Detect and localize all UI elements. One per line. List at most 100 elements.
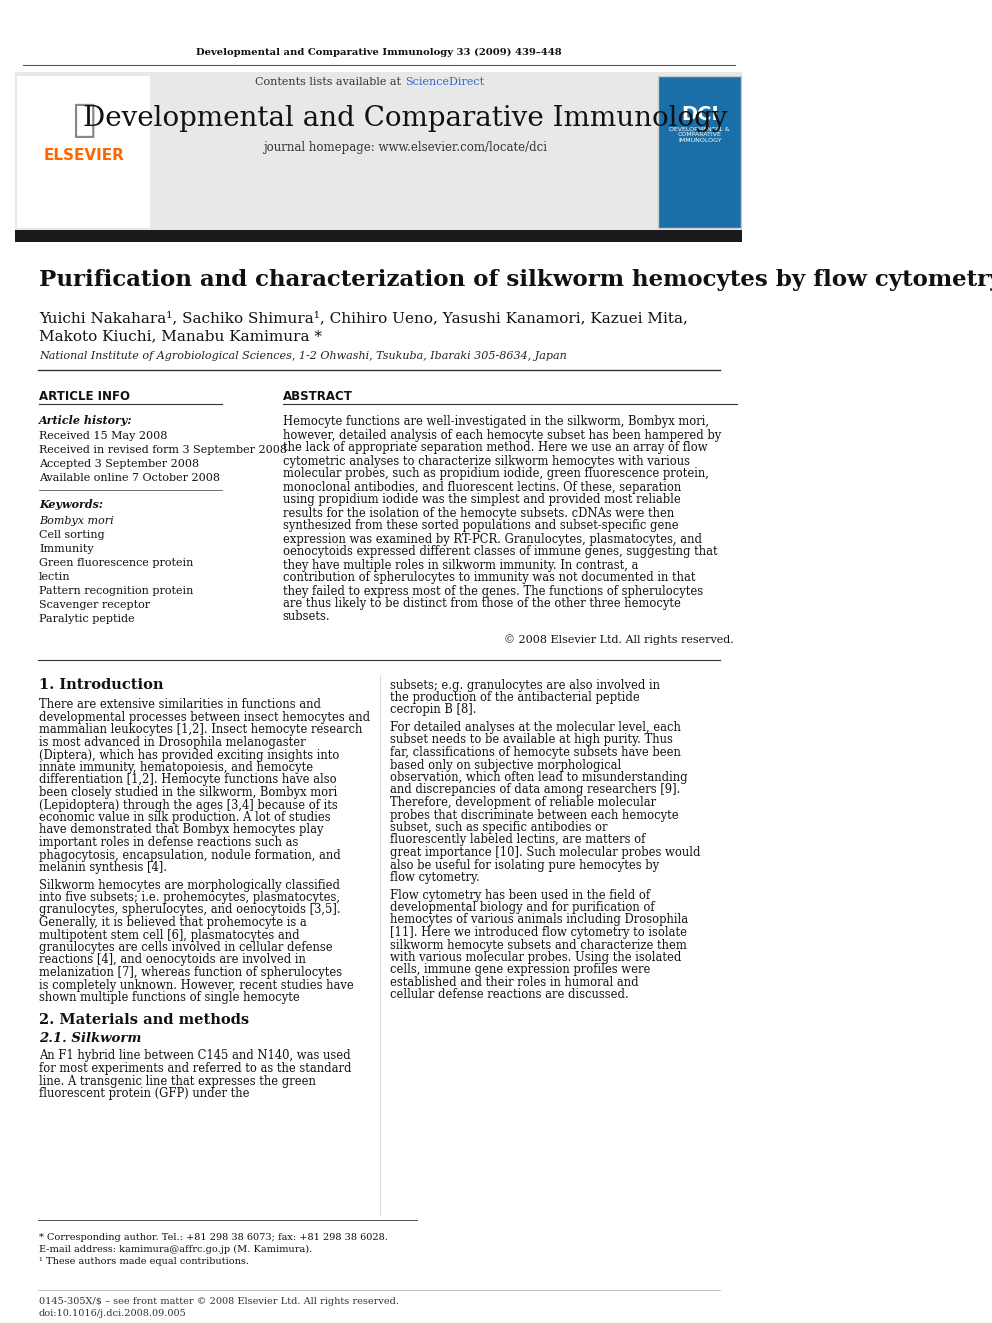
Text: synthesized from these sorted populations and subset-specific gene: synthesized from these sorted population… [283, 520, 679, 532]
Text: Contents lists available at: Contents lists available at [255, 77, 405, 87]
Text: using propidium iodide was the simplest and provided most reliable: using propidium iodide was the simplest … [283, 493, 681, 507]
Text: monoclonal antibodies, and fluorescent lectins. Of these, separation: monoclonal antibodies, and fluorescent l… [283, 480, 681, 493]
Text: flow cytometry.: flow cytometry. [390, 871, 479, 884]
Text: Flow cytometry has been used in the field of: Flow cytometry has been used in the fiel… [390, 889, 650, 901]
Text: been closely studied in the silkworm, Bombyx mori: been closely studied in the silkworm, Bo… [39, 786, 337, 799]
Text: line. A transgenic line that expresses the green: line. A transgenic line that expresses t… [39, 1074, 315, 1088]
Text: Immunity: Immunity [39, 544, 93, 554]
Text: There are extensive similarities in functions and: There are extensive similarities in func… [39, 699, 321, 712]
Text: 0145-305X/$ – see front matter © 2008 Elsevier Ltd. All rights reserved.: 0145-305X/$ – see front matter © 2008 El… [39, 1297, 399, 1306]
Text: great importance [10]. Such molecular probes would: great importance [10]. Such molecular pr… [390, 845, 700, 859]
Text: Article history:: Article history: [39, 414, 133, 426]
Text: ARTICLE INFO: ARTICLE INFO [39, 389, 130, 402]
FancyBboxPatch shape [15, 71, 742, 230]
Text: Therefore, development of reliable molecular: Therefore, development of reliable molec… [390, 796, 656, 808]
Bar [17, 75, 151, 228]
Text: Keywords:: Keywords: [39, 500, 103, 511]
Text: 2.1. Silkworm: 2.1. Silkworm [39, 1032, 141, 1044]
Text: they failed to express most of the genes. The functions of spherulocytes: they failed to express most of the genes… [283, 585, 702, 598]
Text: Cell sorting: Cell sorting [39, 531, 104, 540]
Text: DEVELOPMENTAL &
COMPARATIVE
IMMUNOLOGY: DEVELOPMENTAL & COMPARATIVE IMMUNOLOGY [670, 127, 730, 143]
Text: the production of the antibacterial peptide: the production of the antibacterial pept… [390, 691, 639, 704]
Text: melanin synthesis [4].: melanin synthesis [4]. [39, 861, 167, 875]
Text: far, classifications of hemocyte subsets have been: far, classifications of hemocyte subsets… [390, 746, 681, 759]
Text: DCI: DCI [681, 106, 718, 124]
Text: subsets.: subsets. [283, 610, 330, 623]
Text: differentiation [1,2]. Hemocyte functions have also: differentiation [1,2]. Hemocyte function… [39, 774, 336, 786]
Text: developmental processes between insect hemocytes and: developmental processes between insect h… [39, 710, 370, 724]
Text: Available online 7 October 2008: Available online 7 October 2008 [39, 474, 220, 483]
Text: have demonstrated that Bombyx hemocytes play: have demonstrated that Bombyx hemocytes … [39, 823, 323, 836]
Text: granulocytes are cells involved in cellular defense: granulocytes are cells involved in cellu… [39, 941, 332, 954]
Text: developmental biology and for purification of: developmental biology and for purificati… [390, 901, 654, 914]
Text: into five subsets; i.e. prohemocytes, plasmatocytes,: into five subsets; i.e. prohemocytes, pl… [39, 890, 340, 904]
Text: 1. Introduction: 1. Introduction [39, 677, 164, 692]
Text: the lack of appropriate separation method. Here we use an array of flow: the lack of appropriate separation metho… [283, 442, 707, 455]
Text: Developmental and Comparative Immunology 33 (2009) 439–448: Developmental and Comparative Immunology… [196, 48, 561, 57]
Text: established and their roles in humoral and: established and their roles in humoral a… [390, 976, 638, 990]
Text: is most advanced in Drosophila melanogaster: is most advanced in Drosophila melanogas… [39, 736, 306, 749]
Text: is completely unknown. However, recent studies have: is completely unknown. However, recent s… [39, 979, 354, 991]
Text: reactions [4], and oenocytoids are involved in: reactions [4], and oenocytoids are invol… [39, 954, 306, 967]
Text: phagocytosis, encapsulation, nodule formation, and: phagocytosis, encapsulation, nodule form… [39, 848, 340, 861]
Text: (Diptera), which has provided exciting insights into: (Diptera), which has provided exciting i… [39, 749, 339, 762]
Text: Received in revised form 3 September 2008: Received in revised form 3 September 200… [39, 445, 287, 455]
Text: Accepted 3 September 2008: Accepted 3 September 2008 [39, 459, 199, 468]
Text: For detailed analyses at the molecular level, each: For detailed analyses at the molecular l… [390, 721, 681, 734]
Text: cecropin B [8].: cecropin B [8]. [390, 704, 476, 717]
Text: mammalian leukocytes [1,2]. Insect hemocyte research: mammalian leukocytes [1,2]. Insect hemoc… [39, 724, 362, 737]
Text: probes that discriminate between each hemocyte: probes that discriminate between each he… [390, 808, 679, 822]
Text: * Corresponding author. Tel.: +81 298 38 6073; fax: +81 298 38 6028.: * Corresponding author. Tel.: +81 298 38… [39, 1233, 388, 1241]
Text: for most experiments and referred to as the standard: for most experiments and referred to as … [39, 1062, 351, 1076]
Text: with various molecular probes. Using the isolated: with various molecular probes. Using the… [390, 951, 681, 964]
Text: results for the isolation of the hemocyte subsets. cDNAs were then: results for the isolation of the hemocyt… [283, 507, 674, 520]
Text: observation, which often lead to misunderstanding: observation, which often lead to misunde… [390, 771, 687, 785]
Text: 2. Materials and methods: 2. Materials and methods [39, 1013, 249, 1027]
Text: expression was examined by RT-PCR. Granulocytes, plasmatocytes, and: expression was examined by RT-PCR. Granu… [283, 532, 701, 545]
Text: also be useful for isolating pure hemocytes by: also be useful for isolating pure hemocy… [390, 859, 659, 872]
Text: subsets; e.g. granulocytes are also involved in: subsets; e.g. granulocytes are also invo… [390, 679, 660, 692]
Text: An F1 hybrid line between C145 and N140, was used: An F1 hybrid line between C145 and N140,… [39, 1049, 350, 1062]
Text: Yuichi Nakahara¹, Sachiko Shimura¹, Chihiro Ueno, Yasushi Kanamori, Kazuei Mita,: Yuichi Nakahara¹, Sachiko Shimura¹, Chih… [39, 311, 687, 325]
Text: doi:10.1016/j.dci.2008.09.005: doi:10.1016/j.dci.2008.09.005 [39, 1308, 186, 1318]
Text: ScienceDirect: ScienceDirect [405, 77, 484, 87]
Text: hemocytes of various animals including Drosophila: hemocytes of various animals including D… [390, 913, 687, 926]
Text: Makoto Kiuchi, Manabu Kamimura *: Makoto Kiuchi, Manabu Kamimura * [39, 329, 322, 343]
Text: are thus likely to be distinct from those of the other three hemocyte: are thus likely to be distinct from thos… [283, 598, 681, 610]
Text: innate immunity, hematopoiesis, and hemocyte: innate immunity, hematopoiesis, and hemo… [39, 761, 313, 774]
Text: cellular defense reactions are discussed.: cellular defense reactions are discussed… [390, 988, 628, 1002]
Text: shown multiple functions of single hemocyte: shown multiple functions of single hemoc… [39, 991, 300, 1004]
Text: melanization [7], whereas function of spherulocytes: melanization [7], whereas function of sp… [39, 966, 342, 979]
Text: oenocytoids expressed different classes of immune genes, suggesting that: oenocytoids expressed different classes … [283, 545, 717, 558]
Text: National Institute of Agrobiological Sciences, 1-2 Ohwashi, Tsukuba, Ibaraki 305: National Institute of Agrobiological Sci… [39, 351, 566, 361]
Text: important roles in defense reactions such as: important roles in defense reactions suc… [39, 836, 299, 849]
Text: journal homepage: www.elsevier.com/locate/dci: journal homepage: www.elsevier.com/locat… [263, 142, 547, 155]
Text: subset, such as specific antibodies or: subset, such as specific antibodies or [390, 822, 607, 833]
Text: fluorescent protein (GFP) under the: fluorescent protein (GFP) under the [39, 1088, 249, 1099]
Text: granulocytes, spherulocytes, and oenocytoids [3,5].: granulocytes, spherulocytes, and oenocyt… [39, 904, 340, 917]
Text: economic value in silk production. A lot of studies: economic value in silk production. A lot… [39, 811, 330, 824]
Text: cytometric analyses to characterize silkworm hemocytes with various: cytometric analyses to characterize silk… [283, 455, 689, 467]
Text: Paralytic peptide: Paralytic peptide [39, 614, 135, 624]
Text: ¹ These authors made equal contributions.: ¹ These authors made equal contributions… [39, 1257, 249, 1266]
Text: contribution of spherulocytes to immunity was not documented in that: contribution of spherulocytes to immunit… [283, 572, 695, 585]
Text: molecular probes, such as propidium iodide, green fluorescence protein,: molecular probes, such as propidium iodi… [283, 467, 708, 480]
Text: Pattern recognition protein: Pattern recognition protein [39, 586, 193, 595]
Text: Received 15 May 2008: Received 15 May 2008 [39, 431, 168, 441]
Text: E-mail address: kamimura@affrc.go.jp (M. Kamimura).: E-mail address: kamimura@affrc.go.jp (M.… [39, 1245, 312, 1254]
Text: 🌳: 🌳 [72, 101, 95, 139]
Text: ELSEVIER: ELSEVIER [44, 147, 124, 163]
Text: Generally, it is believed that prohemocyte is a: Generally, it is believed that prohemocy… [39, 916, 307, 929]
Text: multipotent stem cell [6], plasmatocytes and: multipotent stem cell [6], plasmatocytes… [39, 929, 300, 942]
Text: subset needs to be available at high purity. Thus: subset needs to be available at high pur… [390, 733, 673, 746]
Text: based only on subjective morphological: based only on subjective morphological [390, 758, 621, 771]
Text: fluorescently labeled lectins, are matters of: fluorescently labeled lectins, are matte… [390, 833, 645, 847]
Text: lectin: lectin [39, 572, 70, 582]
Text: Purification and characterization of silkworm hemocytes by flow cytometry: Purification and characterization of sil… [39, 269, 992, 291]
Bar [659, 75, 741, 228]
Text: Hemocyte functions are well-investigated in the silkworm, Bombyx mori,: Hemocyte functions are well-investigated… [283, 415, 708, 429]
Text: © 2008 Elsevier Ltd. All rights reserved.: © 2008 Elsevier Ltd. All rights reserved… [504, 635, 733, 646]
Text: Silkworm hemocytes are morphologically classified: Silkworm hemocytes are morphologically c… [39, 878, 340, 892]
Bar [15, 230, 742, 242]
Text: they have multiple roles in silkworm immunity. In contrast, a: they have multiple roles in silkworm imm… [283, 558, 638, 572]
